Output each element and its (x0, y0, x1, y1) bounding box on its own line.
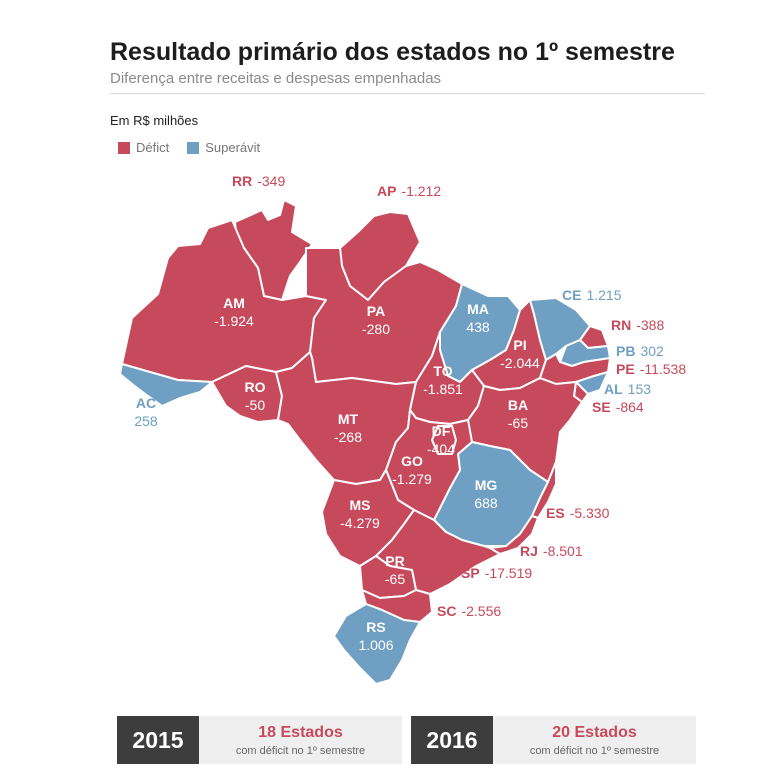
state-label-SE: SE -864 (592, 399, 644, 415)
state-label-CE: CE 1.215 (562, 287, 622, 303)
state-shape-RS[interactable] (333, 603, 421, 685)
state-value-RR: -349 (257, 173, 285, 189)
state-value-AL: 153 (628, 381, 652, 397)
state-shape-ES[interactable] (531, 461, 557, 519)
state-value-RO: -50 (245, 397, 265, 413)
state-value-MG: 688 (474, 495, 498, 511)
state-shape-RJ[interactable] (489, 515, 539, 555)
legend-label-deficit: Défict (136, 140, 170, 155)
state-value-ES: -5.330 (570, 505, 610, 521)
state-label-AM: AM (223, 295, 245, 311)
state-label-DF: DF (432, 423, 451, 439)
state-value-TO: -1.851 (423, 381, 463, 397)
title-divider (110, 93, 705, 94)
legend-label-surplus: Superávit (205, 140, 261, 155)
state-value-PA: -280 (362, 321, 390, 337)
footer-summary: 20 Estados com déficit no 1º semestre (493, 716, 696, 764)
state-value-RJ: -8.501 (543, 543, 583, 559)
state-value-PI: -2.044 (500, 355, 540, 371)
state-value-AC: 258 (134, 413, 158, 429)
state-label-RR: RR -349 (232, 173, 285, 189)
state-label-PE: PE -11.538 (616, 361, 686, 377)
state-value-RS: 1.006 (358, 637, 393, 653)
state-label-PA: PA (367, 303, 385, 319)
state-value-SE: -864 (616, 399, 644, 415)
state-label-TO: TO (433, 363, 452, 379)
state-label-PR: PR (385, 553, 404, 569)
state-label-SC: SC -2.556 (437, 603, 501, 619)
state-value-BA: -65 (508, 415, 528, 431)
footer-summary: 18 Estados com déficit no 1º semestre (199, 716, 402, 764)
state-value-AP: -1.212 (401, 183, 441, 199)
state-value-PR: -65 (385, 571, 405, 587)
state-label-RS: RS (366, 619, 385, 635)
footer-count: 20 Estados (552, 723, 637, 741)
footer-year: 2016 (411, 716, 493, 764)
state-value-GO: -1.279 (392, 471, 432, 487)
state-value-MT: -268 (334, 429, 362, 445)
footer-note: com déficit no 1º semestre (529, 744, 660, 757)
state-label-PB: PB 302 (616, 343, 664, 359)
state-label-PI: PI (513, 337, 526, 353)
footer-2016: 2016 20 Estados com déficit no 1º semest… (411, 716, 696, 764)
footer-2015: 2015 18 Estados com déficit no 1º semest… (117, 716, 402, 764)
state-shape-AC[interactable] (119, 363, 213, 407)
state-value-PE: -11.538 (640, 361, 687, 377)
state-value-DF: -404 (427, 441, 455, 457)
chart-subtitle: Diferença entre receitas e despesas empe… (110, 70, 442, 87)
state-label-SP: SP -17.519 (461, 565, 532, 581)
legend-item-surplus: Superávit (187, 140, 260, 155)
state-value-RN: -388 (636, 317, 664, 333)
state-label-MG: MG (475, 477, 498, 493)
state-label-AP: AP -1.212 (377, 183, 441, 199)
state-shape-GO[interactable] (385, 409, 473, 521)
state-label-ES: ES -5.330 (546, 505, 610, 521)
footer-count: 18 Estados (258, 723, 343, 741)
chart-title: Resultado primário dos estados no 1º sem… (110, 38, 675, 66)
state-label-AL: AL 153 (604, 381, 651, 397)
state-value-AM: -1.924 (214, 313, 254, 329)
state-value-SC: -2.556 (461, 603, 501, 619)
legend-item-deficit: Défict (118, 140, 169, 155)
state-label-RJ: RJ -8.501 (520, 543, 583, 559)
state-labels: RR -349 AP -1.212 AM -1.924 PA -280 AC 258 RO -50 MT… (134, 173, 686, 653)
state-value-SP: -17.519 (485, 565, 533, 581)
footer-note: com déficit no 1º semestre (235, 744, 366, 757)
state-label-RO: RO (245, 379, 266, 395)
legend: Défict Superávit (118, 140, 260, 155)
footer-year: 2015 (117, 716, 199, 764)
state-value-MS: -4.279 (340, 515, 380, 531)
state-value-PB: 302 (640, 343, 664, 359)
unit-label: Em R$ milhões (110, 113, 199, 128)
state-label-AC: AC (136, 395, 156, 411)
state-label-BA: BA (508, 397, 528, 413)
state-value-CE: 1.215 (586, 287, 621, 303)
state-label-MA: MA (467, 301, 489, 317)
state-label-MS: MS (350, 497, 371, 513)
legend-swatch-surplus (187, 141, 200, 154)
state-label-RN: RN -388 (611, 317, 664, 333)
state-value-MA: 438 (466, 319, 490, 335)
legend-swatch-deficit (118, 141, 130, 154)
state-label-MT: MT (338, 411, 359, 427)
state-label-GO: GO (401, 453, 423, 469)
